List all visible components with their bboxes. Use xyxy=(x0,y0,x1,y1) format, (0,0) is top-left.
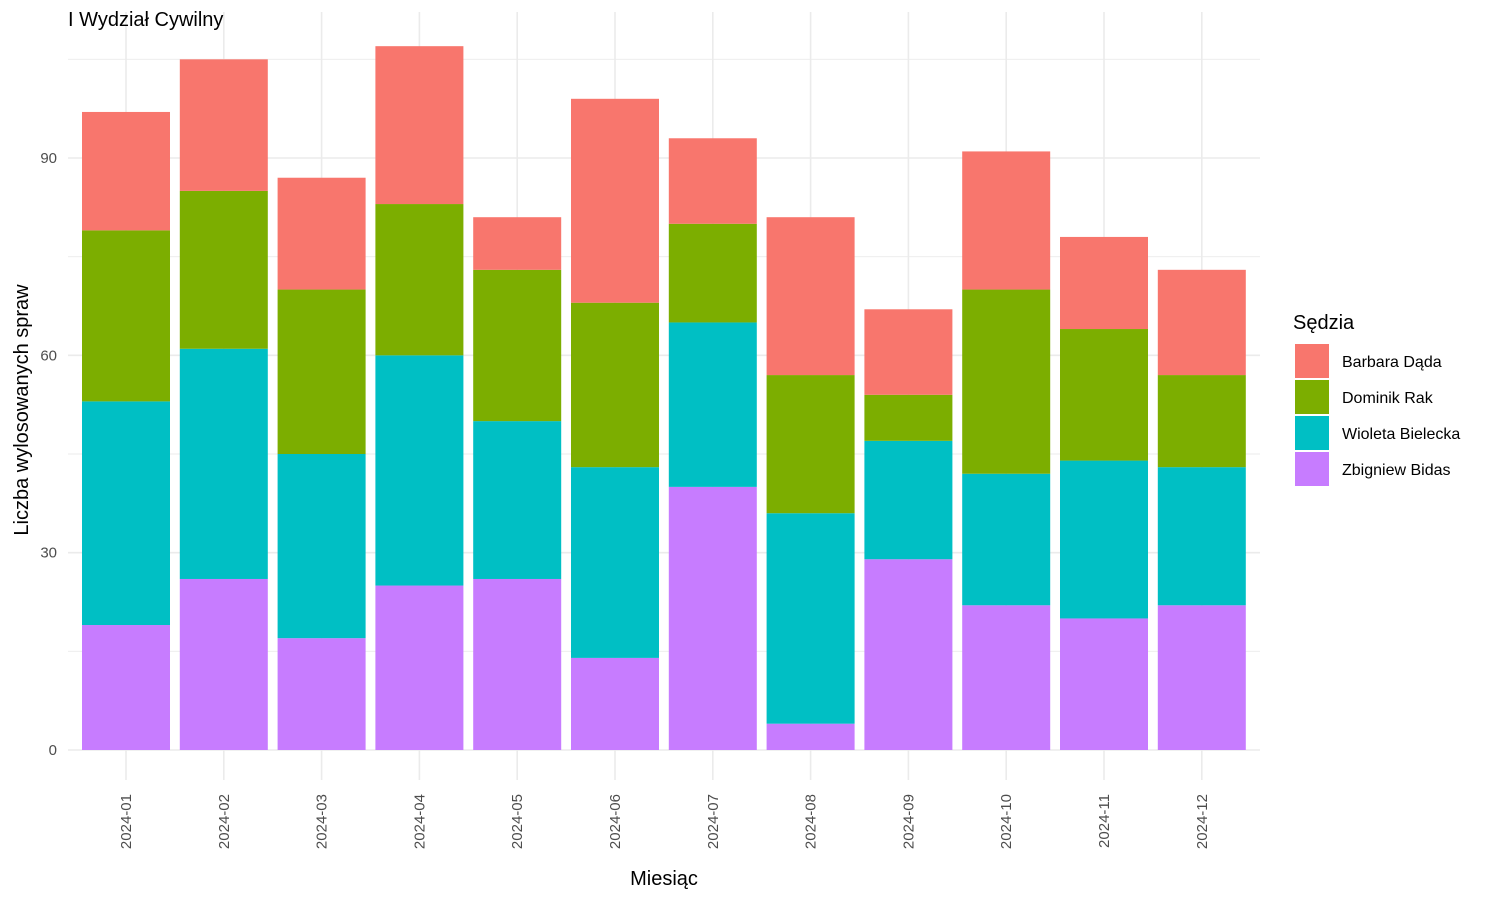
x-tick-label: 2024-04 xyxy=(411,794,428,849)
bar-segment: Zbigniew Bidas 2024-12: 22 xyxy=(1157,605,1246,750)
legend-label: Barbara Dąda xyxy=(1342,354,1442,371)
y-axis-title: Liczba wylosowanych spraw xyxy=(11,284,33,536)
x-tick-label: 2024-09 xyxy=(900,794,917,849)
bar-segment: Barbara Dąda 2024-09: 13 xyxy=(864,309,953,395)
y-tick-label: 30 xyxy=(40,545,57,562)
legend-title: Sędzia xyxy=(1293,312,1355,334)
bar-segment: Wioleta Bielecka 2024-06: 29 xyxy=(571,467,659,658)
x-tick-label: 2024-11 xyxy=(1096,794,1113,848)
bar-segment: Zbigniew Bidas 2024-06: 14 xyxy=(571,657,659,750)
x-tick-label: 2024-12 xyxy=(1194,794,1211,849)
bar-segment: Wioleta Bielecka 2024-04: 35 xyxy=(375,355,464,586)
bar-segment: Zbigniew Bidas 2024-03: 17 xyxy=(277,638,366,750)
x-tick-label: 2024-06 xyxy=(607,794,624,849)
bar-segment: Barbara Dąda 2024-05: 8 xyxy=(473,217,562,270)
y-tick-label: 90 xyxy=(40,150,57,167)
bar-segment: Zbigniew Bidas 2024-07: 40 xyxy=(668,486,757,750)
bar-segment: Dominik Rak 2024-08: 21 xyxy=(766,375,855,514)
x-tick-label: 2024-02 xyxy=(216,794,233,849)
bar-segment: Dominik Rak 2024-11: 20 xyxy=(1060,329,1148,461)
bar-segment: Dominik Rak 2024-02: 24 xyxy=(179,190,268,349)
x-tick-label: 2024-07 xyxy=(705,794,722,849)
bar-segment: Wioleta Bielecka 2024-01: 34 xyxy=(82,401,170,626)
bar-segment: Barbara Dąda 2024-08: 24 xyxy=(766,217,855,376)
x-tick-label: 2024-01 xyxy=(118,794,135,849)
bars: Zbigniew Bidas 2024-01: 19Wioleta Bielec… xyxy=(82,46,1246,750)
bar-segment: Dominik Rak 2024-10: 28 xyxy=(962,289,1051,474)
bar-segment: Barbara Dąda 2024-12: 16 xyxy=(1157,269,1246,376)
chart-title: I Wydział Cywilny xyxy=(68,9,223,31)
bar-segment: Zbigniew Bidas 2024-08: 4 xyxy=(766,723,855,750)
legend-key xyxy=(1295,416,1329,450)
bar-segment: Barbara Dąda 2024-10: 21 xyxy=(962,151,1051,290)
bar-segment: Dominik Rak 2024-05: 23 xyxy=(473,269,562,422)
bar-segment: Zbigniew Bidas 2024-04: 25 xyxy=(375,585,464,750)
x-axis-title: Miesiąc xyxy=(630,868,698,890)
bar-segment: Barbara Dąda 2024-06: 31 xyxy=(571,98,659,303)
legend: Sędzia Barbara Dąda Dominik Rak Wioleta Bi… xyxy=(1293,312,1460,486)
bar-segment: Wioleta Bielecka 2024-07: 25 xyxy=(668,322,757,487)
x-tick-label: 2024-05 xyxy=(509,794,526,849)
legend-key xyxy=(1295,452,1329,486)
x-axis-ticks: 2024-01 2024-02 2024-03 2024-04 2024-05 2024-… xyxy=(118,794,1211,849)
bar-segment: Wioleta Bielecka 2024-09: 18 xyxy=(864,440,953,560)
bar-segment: Dominik Rak 2024-07: 15 xyxy=(668,223,757,323)
bar-segment: Dominik Rak 2024-09: 7 xyxy=(864,394,953,441)
bar-segment: Wioleta Bielecka 2024-10: 20 xyxy=(962,473,1051,606)
bar-segment: Wioleta Bielecka 2024-02: 35 xyxy=(179,348,268,579)
y-tick-label: 0 xyxy=(49,742,57,759)
bar-segment: Zbigniew Bidas 2024-01: 19 xyxy=(82,625,170,750)
bar-segment: Dominik Rak 2024-06: 25 xyxy=(571,302,659,468)
bar-segment: Zbigniew Bidas 2024-05: 26 xyxy=(473,578,562,750)
bar-segment: Zbigniew Bidas 2024-11: 20 xyxy=(1060,618,1148,750)
bar-segment: Zbigniew Bidas 2024-02: 26 xyxy=(179,578,268,750)
bar-segment: Barbara Dąda 2024-01: 18 xyxy=(82,111,170,231)
bar-segment: Dominik Rak 2024-03: 25 xyxy=(277,289,366,454)
legend-key xyxy=(1295,380,1329,414)
bar-segment: Wioleta Bielecka 2024-03: 28 xyxy=(277,454,366,639)
legend-key xyxy=(1295,344,1329,378)
bar-segment: Barbara Dąda 2024-07: 13 xyxy=(668,138,757,224)
bar-segment: Wioleta Bielecka 2024-12: 21 xyxy=(1157,467,1246,606)
bar-segment: Barbara Dąda 2024-03: 17 xyxy=(277,177,366,290)
bar-segment: Barbara Dąda 2024-04: 24 xyxy=(375,46,464,205)
bar-segment: Barbara Dąda 2024-11: 14 xyxy=(1060,236,1148,330)
x-tick-label: 2024-10 xyxy=(998,794,1015,849)
bar-segment: Wioleta Bielecka 2024-11: 24 xyxy=(1060,460,1148,619)
y-axis-ticks: 0 30 60 90 xyxy=(40,150,57,759)
x-tick-label: 2024-08 xyxy=(803,794,820,849)
bar-segment: Dominik Rak 2024-01: 26 xyxy=(82,230,170,402)
bar-segment: Zbigniew Bidas 2024-09: 29 xyxy=(864,559,953,750)
x-tick-label: 2024-03 xyxy=(314,794,331,849)
bar-segment: Zbigniew Bidas 2024-10: 22 xyxy=(962,605,1051,750)
legend-label: Wioleta Bielecka xyxy=(1342,426,1460,443)
bar-segment: Wioleta Bielecka 2024-08: 32 xyxy=(766,513,855,724)
bar-segment: Barbara Dąda 2024-02: 20 xyxy=(179,59,268,191)
bar-segment: Wioleta Bielecka 2024-05: 24 xyxy=(473,421,562,579)
y-tick-label: 60 xyxy=(40,347,57,364)
bar-segment: Dominik Rak 2024-12: 14 xyxy=(1157,375,1246,468)
legend-label: Zbigniew Bidas xyxy=(1342,462,1451,479)
bar-segment: Dominik Rak 2024-04: 23 xyxy=(375,204,464,356)
legend-label: Dominik Rak xyxy=(1342,390,1434,407)
